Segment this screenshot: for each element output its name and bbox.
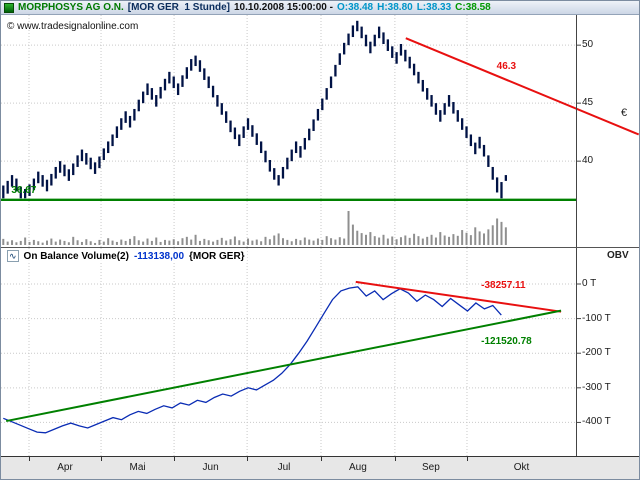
month-tick xyxy=(101,457,103,461)
month-label: Sep xyxy=(422,462,440,473)
quote-open: O:38.48 xyxy=(336,2,374,13)
instrument-context: [MOR GER 1 Stunde] xyxy=(127,2,230,13)
month-tick xyxy=(247,457,249,461)
obv-trendline-red[interactable] xyxy=(355,280,562,313)
quote-datetime: 10.10.2008 15:00:00 - xyxy=(234,2,333,13)
watermark: © www.tradesignalonline.com xyxy=(7,21,139,32)
obv-tick-label: 0 T xyxy=(582,277,597,289)
month-label: Jun xyxy=(202,462,219,473)
indicator-header[interactable]: ∿ On Balance Volume(2) -113138,00 {MOR G… xyxy=(5,250,247,262)
price-axis-line xyxy=(576,15,577,456)
month-tick xyxy=(466,457,468,461)
trendline-label: -38257.11 xyxy=(481,279,526,291)
obv-chart[interactable] xyxy=(1,248,640,456)
month-label: Jul xyxy=(277,462,291,473)
indicator-icon: ∿ xyxy=(7,250,19,262)
time-axis[interactable] xyxy=(1,456,639,479)
indicator-label: On Balance Volume(2) xyxy=(23,250,129,262)
obv-trendline-green[interactable] xyxy=(5,309,562,423)
month-tick xyxy=(320,457,322,461)
month-tick xyxy=(29,457,30,461)
trendline-label: 46.3 xyxy=(496,61,517,73)
quote-low: L:38.33 xyxy=(416,2,452,13)
instrument-title: MORPHOSYS AG O.N. xyxy=(18,2,124,13)
price-trendline-red[interactable] xyxy=(405,37,639,136)
obv-tick-label: -100 T xyxy=(582,312,611,324)
obv-tick-label: -200 T xyxy=(582,347,611,359)
indicator-context: {MOR GER} xyxy=(189,250,245,262)
price-axis-unit: € xyxy=(621,107,628,119)
month-label: Aug xyxy=(349,462,367,473)
obv-tick-label: -300 T xyxy=(582,381,611,393)
price-chart[interactable] xyxy=(1,15,640,247)
instrument-icon xyxy=(4,2,14,13)
quote-close: C:38.58 xyxy=(455,2,491,13)
price-tick-label: 40 xyxy=(582,155,594,167)
trendline-label: -121520.78 xyxy=(481,336,532,348)
quote-high: H:38.80 xyxy=(377,2,413,13)
obv-tick-label: -400 T xyxy=(582,416,611,428)
title-bar[interactable]: MORPHOSYS AG O.N. [MOR GER 1 Stunde] 10.… xyxy=(1,1,639,15)
month-tick xyxy=(394,457,396,461)
indicator-value: -113138,00 xyxy=(133,250,185,262)
month-tick xyxy=(174,457,176,461)
obv-axis-unit: OBV xyxy=(607,250,629,261)
price-tick-label: 45 xyxy=(582,97,594,109)
month-label: Apr xyxy=(57,462,73,473)
price-tick-label: 50 xyxy=(582,39,594,51)
obv-line[interactable] xyxy=(3,286,502,434)
trendline-label: 36.67 xyxy=(11,184,37,196)
month-label: Mai xyxy=(129,462,146,473)
panel-divider[interactable] xyxy=(1,247,639,248)
month-label: Okt xyxy=(513,462,530,473)
